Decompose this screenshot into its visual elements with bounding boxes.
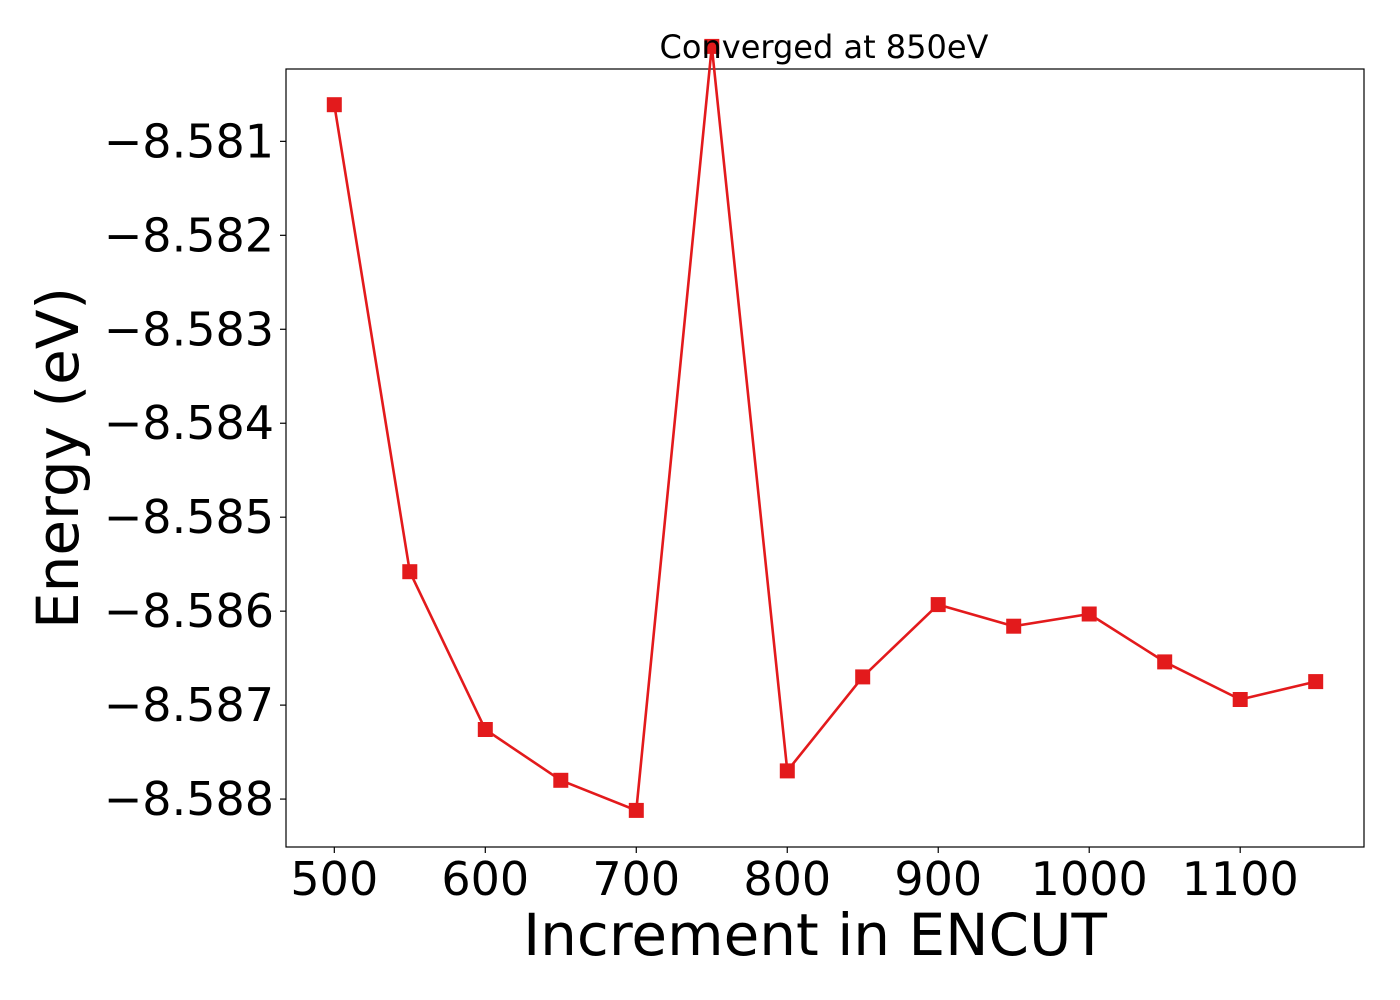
y-tick-label: −8.581 (104, 114, 274, 168)
chart-title: Converged at 850eV (660, 28, 989, 66)
data-point-marker (402, 564, 418, 580)
data-point-marker (553, 772, 569, 788)
y-tick-label: −8.588 (104, 772, 274, 826)
y-tick-label: −8.583 (104, 302, 274, 356)
y-tick-label: −8.584 (104, 396, 274, 450)
data-point-marker (855, 669, 871, 685)
data-point-marker (1232, 692, 1248, 707)
x-tick-label: 600 (441, 852, 529, 906)
y-tick-label: −8.587 (104, 678, 274, 732)
data-point-marker (477, 722, 493, 737)
y-tick-label: −8.585 (104, 490, 274, 544)
data-point-marker (1006, 618, 1022, 634)
data-point-marker (1157, 654, 1173, 670)
data-point-marker (628, 802, 644, 818)
series-line (333, 45, 1316, 812)
y-axis-label: Energy (eV) (24, 287, 92, 629)
data-point-marker (326, 97, 342, 113)
plot-area: 500 600 700 800 900 1000 1100 −8.581 −8.582 −8.58… (104, 38, 1365, 906)
data-point-marker (1081, 606, 1097, 622)
x-axis-label: Increment in ENCUT (523, 901, 1107, 969)
x-tick-label: 800 (743, 852, 831, 906)
x-tick-label: 1000 (1031, 852, 1148, 906)
y-tick-label: −8.586 (104, 584, 274, 638)
x-tick-label: 700 (592, 852, 680, 906)
y-tick-label: −8.582 (104, 208, 274, 262)
data-point-marker (1308, 674, 1324, 690)
x-tick-label: 1100 (1182, 852, 1299, 906)
data-point-marker (930, 597, 946, 613)
x-tick-label: 900 (894, 852, 982, 906)
data-point-marker (704, 38, 720, 54)
data-point-marker (779, 763, 795, 779)
axes-frame (285, 68, 1365, 848)
x-tick-label: 500 (290, 852, 378, 906)
